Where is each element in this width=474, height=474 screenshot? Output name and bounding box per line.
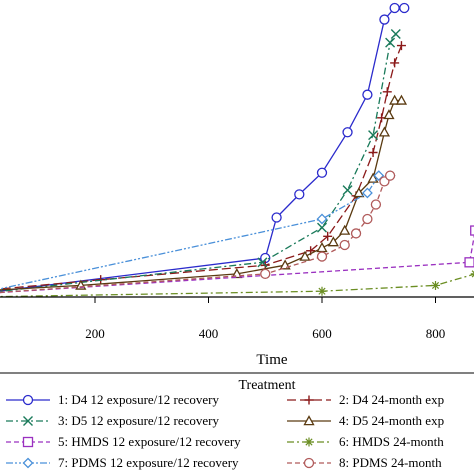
series-point: [384, 170, 396, 181]
legend-item-1: 1: D4 12 exposure/12 recovery: [6, 392, 220, 407]
series-point: [470, 225, 474, 236]
legend-label: 3: D5 12 exposure/12 recovery: [58, 413, 220, 428]
series-point: [316, 251, 328, 262]
series-1: [0, 2, 410, 292]
series-point: [399, 2, 410, 14]
series-3: [0, 29, 401, 293]
legend-marker: [303, 457, 315, 469]
legend-marker: [304, 395, 314, 405]
series-point: [327, 236, 339, 247]
legend-marker: [22, 436, 34, 448]
x-tick-label: 400: [199, 326, 219, 341]
legend-marker: [303, 415, 315, 426]
legend-item-8: 8: PDMS 24-month: [287, 455, 442, 470]
series-point: [353, 187, 365, 198]
legend: Treatment 1: D4 12 exposure/12 recovery 2…: [0, 372, 474, 470]
legend-marker: [304, 437, 314, 447]
series-point: [361, 187, 373, 199]
series-point: [389, 2, 400, 14]
legend-marker: [23, 416, 33, 426]
legend-item-7: 7: PDMS 12 exposure/12 recovery: [6, 455, 239, 470]
series-point: [342, 127, 353, 138]
series-point: [368, 148, 378, 157]
series-point: [260, 268, 271, 280]
series-5: [0, 225, 474, 294]
series-line: [0, 7, 405, 292]
legend-marker: [22, 394, 34, 406]
legend-item-4: 4: D5 24-month exp: [287, 413, 444, 428]
series-point: [316, 167, 328, 178]
series-point: [389, 94, 401, 105]
series-point: [257, 257, 268, 268]
series-point: [395, 94, 408, 105]
series-point: [271, 212, 282, 223]
legend-label: 2: D4 24-month exp: [339, 392, 444, 407]
x-axis-title: Time: [256, 352, 287, 368]
axes: 200 400 600 800: [0, 296, 474, 341]
series-point: [317, 222, 327, 233]
series-point: [379, 14, 390, 25]
legend-item-2: 2: D4 24-month exp: [287, 392, 444, 407]
series-point: [317, 286, 327, 296]
x-tick-label: 800: [426, 326, 446, 341]
series-point: [316, 213, 328, 225]
series-point: [339, 224, 351, 235]
legend-item-5: 5: HMDS 12 exposure/12 recovery: [6, 434, 241, 449]
series-point: [390, 58, 400, 68]
legend-item-3: 3: D5 12 exposure/12 recovery: [6, 413, 220, 428]
legend-item-6: 6: HMDS 24-month: [287, 434, 444, 449]
series-point: [390, 29, 401, 40]
series-point: [431, 280, 440, 290]
legend-items: 1: D4 12 exposure/12 recovery 2: D4 24-mo…: [6, 392, 444, 470]
series-point: [370, 199, 382, 210]
series-point: [464, 257, 474, 268]
x-tick-label: 200: [85, 326, 105, 341]
series-point: [294, 189, 305, 200]
series-8: [0, 170, 396, 294]
series-point: [339, 239, 350, 251]
legend-label: 1: D4 12 exposure/12 recovery: [58, 392, 220, 407]
series-line: [0, 175, 391, 294]
series-point: [342, 185, 353, 196]
plot-area: [0, 2, 474, 298]
series-point: [299, 250, 311, 261]
legend-label: 6: HMDS 24-month: [339, 434, 444, 449]
legend-label: 5: HMDS 12 exposure/12 recovery: [58, 434, 241, 449]
series-point: [368, 130, 379, 141]
series-point: [323, 231, 333, 241]
series-point: [383, 109, 395, 120]
series-point: [378, 126, 391, 137]
series-line: [0, 233, 474, 294]
legend-title: Treatment: [238, 378, 295, 393]
series-point: [396, 41, 406, 51]
series-point: [385, 37, 396, 48]
series-point: [350, 228, 362, 239]
series-point: [362, 213, 373, 225]
legend-label: 8: PDMS 24-month: [339, 455, 442, 470]
series-point: [382, 87, 392, 97]
legend-marker: [22, 457, 34, 469]
series-line: [0, 273, 474, 298]
series-point: [362, 89, 373, 100]
legend-label: 7: PDMS 12 exposure/12 recovery: [58, 455, 239, 470]
legend-frame: [0, 372, 474, 374]
x-tick-label: 600: [312, 326, 332, 341]
series-6: [0, 270, 474, 298]
legend-label: 4: D5 24-month exp: [339, 413, 444, 428]
